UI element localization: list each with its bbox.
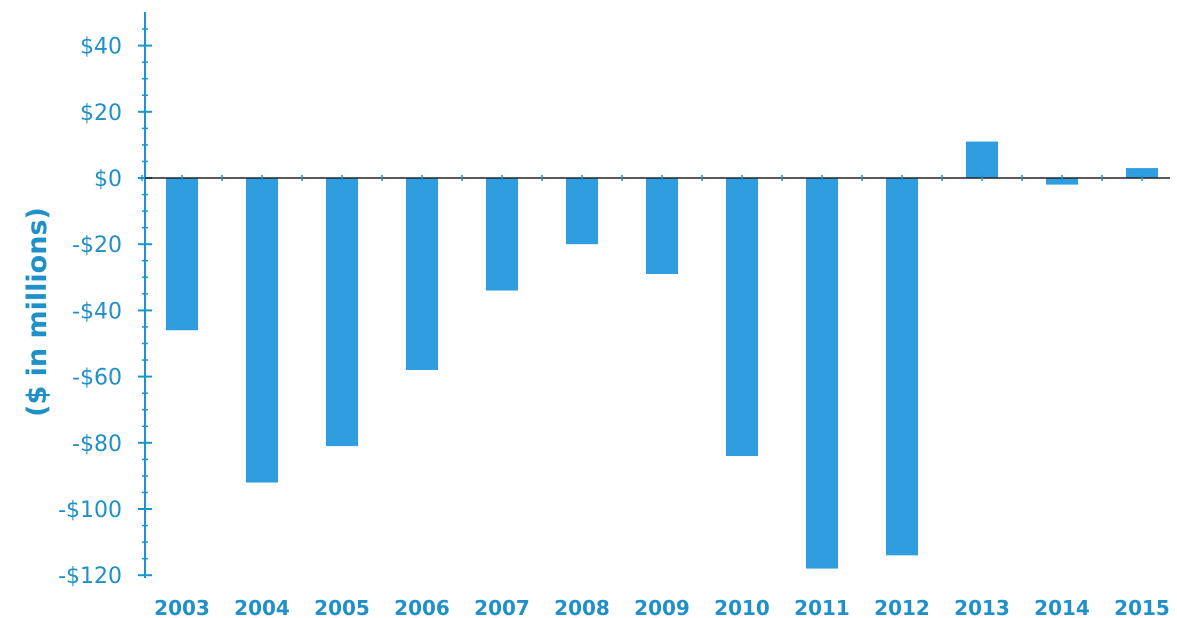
x-tick-label: 2013 [954, 596, 1010, 618]
x-tick-label: 2004 [234, 596, 290, 618]
bar-2003 [166, 178, 198, 331]
x-tick-label: 2010 [714, 596, 770, 618]
bar-2008 [566, 178, 598, 245]
y-tick-label: -$120 [58, 564, 122, 589]
y-axis-label: ($ in millions) [22, 207, 53, 417]
bar-2007 [486, 178, 518, 291]
x-tick-label: 2006 [394, 596, 450, 618]
y-tick-label: $0 [94, 167, 122, 192]
x-tick-label: 2015 [1114, 596, 1170, 618]
bar-2011 [806, 178, 838, 569]
bar-2006 [406, 178, 438, 370]
y-tick-label: -$60 [72, 366, 122, 391]
x-tick-label: 2014 [1034, 596, 1090, 618]
bar-2010 [726, 178, 758, 457]
x-tick-label: 2012 [874, 596, 930, 618]
x-tick-label: 2005 [314, 596, 370, 618]
bar-2004 [246, 178, 278, 483]
y-tick-label: $20 [80, 101, 122, 126]
x-tick-label: 2009 [634, 596, 690, 618]
bar-2013 [966, 141, 998, 178]
bar-2015 [1126, 168, 1158, 178]
x-tick-label: 2011 [794, 596, 850, 618]
x-tick-label: 2003 [154, 596, 210, 618]
bar-2009 [646, 178, 678, 274]
x-tick-label: 2007 [474, 596, 530, 618]
x-tick-label: 2008 [554, 596, 610, 618]
y-tick-label: -$20 [72, 233, 122, 258]
y-tick-label: -$40 [72, 299, 122, 324]
bar-2014 [1046, 178, 1078, 185]
y-tick-label: -$100 [58, 498, 122, 523]
y-tick-label: $40 [80, 35, 122, 60]
bar-2005 [326, 178, 358, 447]
y-tick-label: -$80 [72, 432, 122, 457]
bar-2012 [886, 178, 918, 556]
